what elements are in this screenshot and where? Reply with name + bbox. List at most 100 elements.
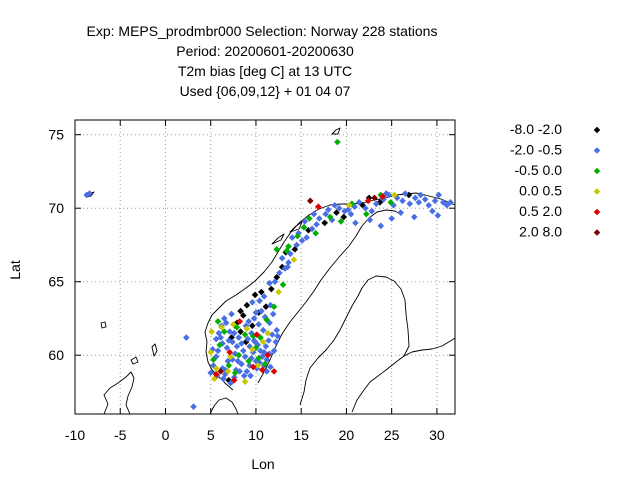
station-point-series-3	[306, 215, 313, 222]
station-point-series-2	[210, 362, 217, 369]
station-point-series-2	[245, 318, 253, 325]
station-point-series-3	[241, 331, 249, 338]
title-line-3: T2m bias [deg C] at 13 UTC	[178, 63, 352, 79]
station-point-series-5	[270, 368, 278, 375]
station-point-series-4	[241, 378, 249, 385]
station-point-series-2	[272, 338, 280, 346]
station-point-series-2	[417, 191, 424, 199]
station-point-series-2	[301, 218, 309, 225]
station-point-series-2	[248, 354, 255, 362]
coastline-bothnia	[299, 275, 410, 413]
legend-label: -0.5 0.0	[515, 162, 563, 178]
station-point-series-1	[251, 291, 259, 299]
station-point-series-2	[368, 207, 376, 215]
station-point-series-3	[233, 323, 241, 331]
station-point-series-2	[310, 210, 318, 218]
station-point-series-1	[268, 285, 275, 293]
coastline-finland	[403, 337, 455, 357]
station-point-series-2	[243, 368, 251, 375]
station-point-series-1	[237, 307, 244, 315]
station-point-series-2	[401, 190, 409, 197]
station-point-series-2	[219, 365, 226, 372]
station-point-series-2	[227, 379, 234, 387]
station-point-series-4	[254, 362, 262, 369]
station-point-series-3	[214, 318, 222, 325]
station-point-series-2	[362, 204, 369, 212]
island-faroe	[100, 321, 107, 329]
station-point-series-3	[252, 344, 260, 352]
island-shetland	[151, 343, 158, 357]
station-point-series-2	[288, 234, 296, 241]
station-point-series-2	[281, 265, 289, 272]
station-point-series-2	[255, 321, 262, 328]
station-point-series-6	[306, 197, 314, 205]
station-point-series-3	[334, 138, 341, 146]
station-point-series-2	[86, 190, 93, 197]
station-point-series-5	[264, 351, 272, 359]
x-tick-label: 0	[162, 427, 170, 443]
station-point-series-1	[233, 319, 241, 327]
station-point-series-4	[249, 346, 256, 353]
station-point-series-2	[390, 201, 397, 209]
station-point-series-2	[393, 194, 401, 202]
station-point-series-2	[347, 210, 355, 218]
x-tick-label: 30	[429, 427, 445, 443]
station-point-series-2	[249, 348, 257, 356]
y-axis-ticks: 60 65 70 75	[48, 127, 455, 363]
station-point-series-3	[283, 247, 291, 255]
station-point-series-2	[315, 215, 323, 222]
station-point-series-3	[294, 232, 301, 240]
station-point-series-4	[207, 348, 215, 356]
station-point-series-3	[300, 224, 308, 231]
island-vesteralen	[289, 221, 303, 233]
station-point-series-2	[434, 212, 442, 219]
station-point-series-4	[391, 191, 398, 199]
legend-marker	[593, 126, 601, 134]
station-point-series-2	[246, 362, 253, 369]
station-point-series-2	[221, 366, 229, 374]
station-point-series-2	[274, 332, 281, 340]
station-point-series-2	[232, 366, 240, 374]
chart-title: Exp: MEPS_prodmbr000 Selection: Norway 2…	[87, 23, 438, 99]
station-point-series-2	[415, 199, 423, 206]
station-point-series-5	[258, 366, 266, 374]
station-point-series-2	[225, 337, 233, 344]
station-point-series-4	[259, 338, 267, 346]
station-point-series-4	[230, 321, 237, 328]
station-point-series-4	[243, 325, 251, 333]
station-point-series-3	[273, 246, 281, 253]
legend-label: -8.0 -2.0	[510, 121, 562, 137]
station-point-series-2	[182, 334, 190, 341]
station-point-series-2	[322, 210, 329, 218]
station-point-series-2	[248, 329, 255, 337]
title-line-4: Used {06,09,12} + 01 04 07	[180, 83, 351, 99]
station-point-series-2	[284, 263, 291, 271]
station-point-series-2	[328, 216, 336, 224]
station-point-series-2	[298, 237, 306, 244]
station-point-series-4	[224, 368, 232, 375]
station-point-series-1	[291, 246, 299, 253]
station-point-series-2	[230, 329, 238, 337]
legend-marker	[593, 208, 601, 216]
station-point-series-5	[212, 371, 220, 378]
station-point-series-3	[387, 199, 395, 206]
station-point-series-2	[447, 199, 454, 206]
coastline-scotland	[103, 371, 135, 414]
station-point-series-2	[251, 338, 259, 346]
station-point-series-3	[220, 328, 228, 335]
title-line-2: Period: 20200601-20200630	[176, 43, 354, 59]
station-point-series-2	[331, 201, 338, 209]
station-point-series-4	[208, 328, 215, 335]
station-point-series-1	[262, 303, 270, 310]
station-point-series-2	[242, 322, 250, 330]
station-point-series-2	[229, 338, 236, 346]
legend-marker	[593, 188, 601, 195]
y-tick-label: 75	[48, 127, 64, 143]
station-point-series-2	[325, 206, 332, 213]
x-tick-label: 25	[384, 427, 400, 443]
station-point-series-4	[264, 329, 272, 337]
station-point-series-3	[255, 354, 262, 362]
x-axis-label: Lon	[251, 456, 274, 472]
x-tick-label: 5	[207, 427, 215, 443]
legend-marker	[593, 147, 601, 154]
